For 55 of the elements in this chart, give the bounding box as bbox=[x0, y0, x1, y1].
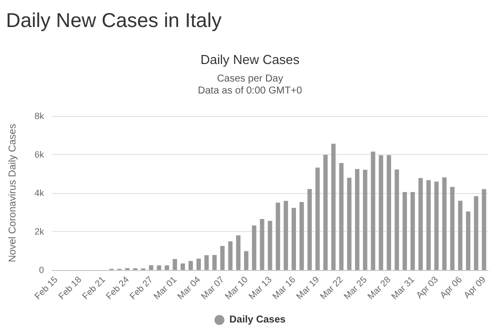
legend-label: Daily Cases bbox=[229, 314, 286, 326]
y-tick-label: 6k bbox=[34, 150, 44, 160]
bar bbox=[300, 202, 304, 270]
bar bbox=[418, 178, 423, 270]
x-tick-label: Apr 06 bbox=[438, 274, 464, 300]
bar bbox=[268, 220, 272, 270]
bar bbox=[204, 255, 209, 270]
bar bbox=[410, 192, 415, 270]
bar bbox=[220, 246, 225, 270]
bar bbox=[482, 189, 486, 270]
x-tick-label: Apr 09 bbox=[462, 274, 488, 300]
bar bbox=[434, 182, 439, 270]
bar bbox=[307, 188, 312, 270]
text: Cases per Day bbox=[216, 74, 284, 84]
bar bbox=[378, 155, 384, 270]
bar bbox=[315, 168, 320, 270]
bar bbox=[188, 260, 193, 270]
bar bbox=[362, 170, 368, 270]
y-axis-title: Novel Coronavirus Daily Cases bbox=[8, 124, 18, 262]
bar bbox=[212, 254, 217, 270]
x-tick-label: Apr 03 bbox=[414, 274, 440, 300]
bar bbox=[148, 265, 154, 270]
bar bbox=[252, 226, 256, 270]
bar bbox=[276, 202, 280, 270]
text: Data as of 0:00 GMT+0 bbox=[198, 86, 303, 96]
bar bbox=[284, 200, 288, 270]
y-tick-label: 0 bbox=[38, 265, 44, 275]
chart-subtitle: Daily New Cases bbox=[200, 52, 300, 67]
bar bbox=[236, 235, 240, 270]
bar bbox=[323, 154, 328, 270]
bar bbox=[196, 258, 201, 270]
bar bbox=[386, 155, 392, 270]
bar bbox=[339, 162, 344, 270]
bar bbox=[450, 186, 455, 270]
bar bbox=[180, 263, 185, 270]
bar bbox=[458, 200, 462, 270]
y-tick-label: 2k bbox=[34, 226, 44, 236]
bar bbox=[228, 241, 233, 270]
y-tick-label: 4k bbox=[34, 188, 44, 198]
bar bbox=[347, 178, 352, 270]
bar bbox=[370, 152, 376, 270]
chart-title: Daily New Cases in Italy bbox=[6, 10, 222, 33]
bar bbox=[426, 180, 431, 270]
bar bbox=[394, 170, 400, 270]
bar bbox=[260, 218, 264, 270]
y-tick-label: 8k bbox=[34, 111, 44, 121]
bar bbox=[355, 168, 360, 270]
bar bbox=[402, 192, 407, 270]
bar bbox=[244, 251, 248, 270]
bar bbox=[172, 259, 178, 270]
bar bbox=[331, 144, 336, 270]
bar bbox=[474, 196, 478, 270]
bar bbox=[466, 211, 470, 270]
bar bbox=[292, 208, 296, 270]
bar bbox=[442, 177, 447, 270]
